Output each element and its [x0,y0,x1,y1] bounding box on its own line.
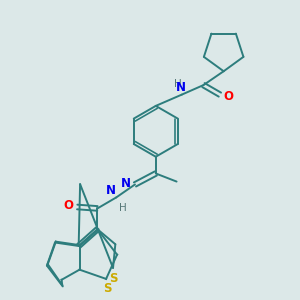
Text: N: N [176,81,186,94]
Text: H: H [119,203,126,213]
Text: N: N [121,176,131,190]
Text: O: O [64,199,74,212]
Text: S: S [110,272,118,285]
Text: S: S [103,282,112,296]
Text: H: H [174,80,182,89]
Text: O: O [224,90,233,103]
Text: N: N [106,184,116,197]
